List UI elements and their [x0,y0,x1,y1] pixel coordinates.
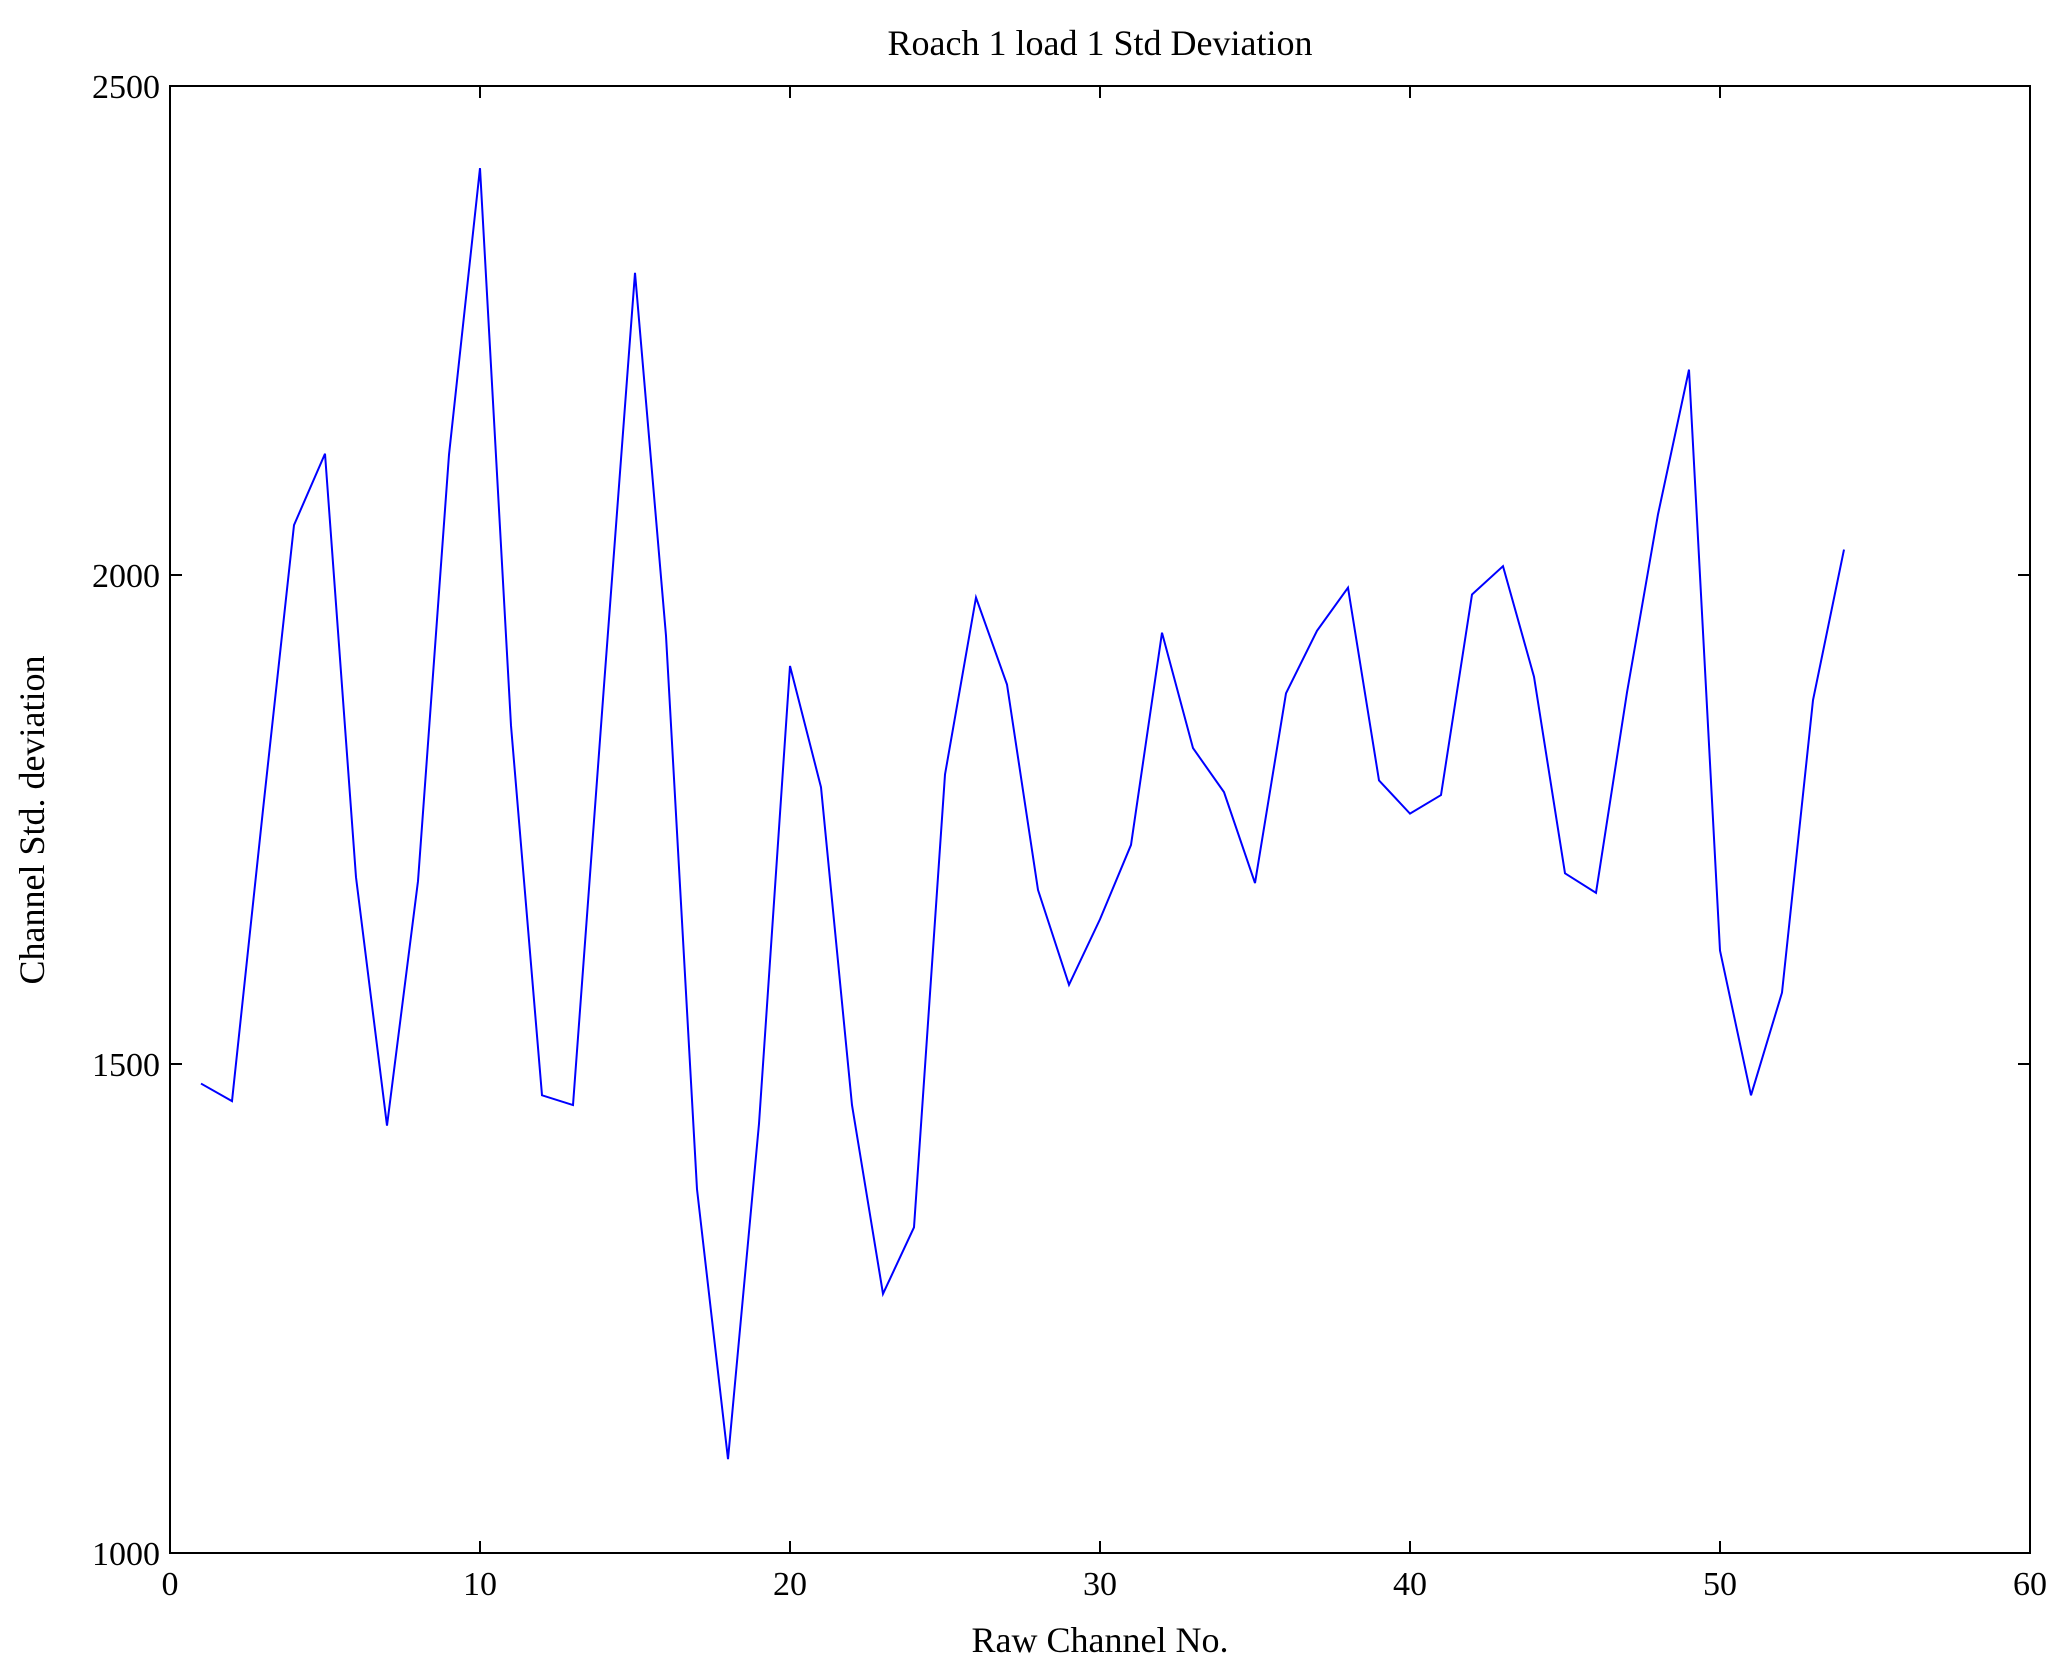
y-axis-label: Channel Std. deviation [12,656,52,985]
y-tick-label: 2500 [92,69,160,106]
x-tick-label: 20 [773,1566,807,1603]
series-line-std [200,168,1845,1460]
x-tick-label: 60 [2013,1566,2047,1603]
x-tick-label: 10 [463,1566,497,1603]
plot-frame [169,85,2031,1554]
y-tick-label: 1000 [92,1536,160,1573]
x-tick-label: 0 [162,1566,179,1603]
x-tick-label: 30 [1083,1566,1117,1603]
y-tick-label: 2000 [92,558,160,595]
x-axis-label: Raw Channel No. [972,1620,1229,1660]
x-tick-label: 50 [1703,1566,1737,1603]
x-tick-label: 40 [1393,1566,1427,1603]
y-tick-label: 1500 [92,1047,160,1084]
chart-title: Roach 1 load 1 Std Deviation [888,23,1313,63]
